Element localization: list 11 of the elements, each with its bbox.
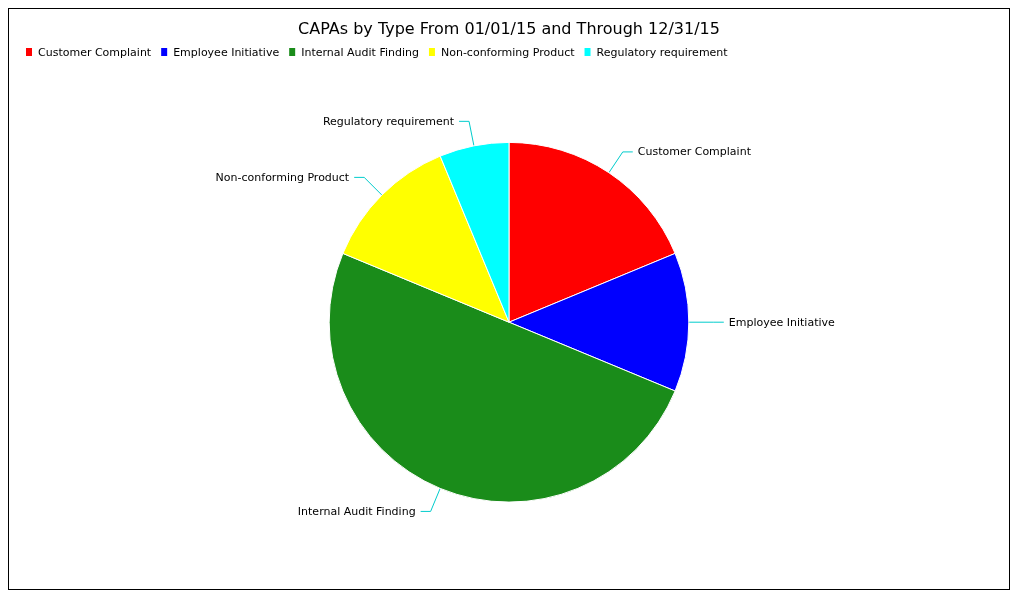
- slice-label: Internal Audit Finding: [297, 504, 416, 518]
- chart-title: CAPAs by Type From 01/01/15 and Through 12/31/15: [298, 18, 720, 38]
- slice-label: Employee Initiative: [728, 315, 836, 329]
- legend-label: Customer Complaint: [38, 45, 152, 59]
- legend-label: Non-conforming Product: [440, 45, 576, 59]
- legend-label: Internal Audit Finding: [301, 45, 419, 59]
- legend-label: Employee Initiative: [173, 45, 280, 59]
- slice-label: Regulatory requirement: [322, 114, 455, 128]
- slice-label: Customer Complaint: [637, 145, 752, 159]
- slice-label: Non-conforming Product: [215, 170, 350, 184]
- legend-label: Regulatory requirement: [596, 45, 729, 59]
